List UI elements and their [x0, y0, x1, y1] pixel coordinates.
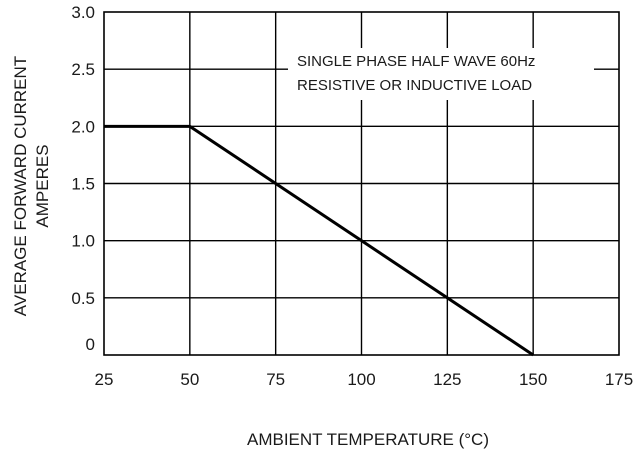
annotation-line-1: SINGLE PHASE HALF WAVE 60Hz	[297, 53, 535, 70]
x-tick-label-150: 150	[519, 370, 547, 389]
x-tick-label-100: 100	[347, 370, 375, 389]
y-tick-label-0.5: 0.5	[71, 289, 95, 308]
y-tick-label-2.0: 2.0	[71, 117, 95, 136]
x-tick-labels: 25 50 75 100 125 150 175	[95, 370, 634, 389]
x-tick-label-125: 125	[433, 370, 461, 389]
x-tick-label-25: 25	[95, 370, 114, 389]
y-axis-title-line-1: AVERAGE FORWARD CURRENT	[11, 56, 30, 316]
x-tick-label-75: 75	[266, 370, 285, 389]
y-tick-labels: 0 0.5 1.0 1.5 2.0 2.5 3.0	[71, 3, 95, 354]
annotation-line-2: RESISTIVE OR INDUCTIVE LOAD	[297, 77, 532, 94]
y-tick-label-1.0: 1.0	[71, 232, 95, 251]
x-tick-label-175: 175	[605, 370, 633, 389]
series-group	[103, 124, 534, 357]
plot-border	[103, 11, 620, 356]
y-tick-label-0: 0	[86, 335, 95, 354]
x-axis-title: AMBIENT TEMPERATURE (°C)	[247, 430, 489, 449]
plot-frame	[103, 11, 620, 356]
y-tick-label-3.0: 3.0	[71, 3, 95, 22]
y-tick-label-1.5: 1.5	[71, 175, 95, 194]
y-axis-title-line-2: AMPERES	[33, 144, 52, 227]
x-tick-label-50: 50	[180, 370, 199, 389]
annotation-background	[288, 48, 594, 100]
y-tick-label-2.5: 2.5	[71, 60, 95, 79]
